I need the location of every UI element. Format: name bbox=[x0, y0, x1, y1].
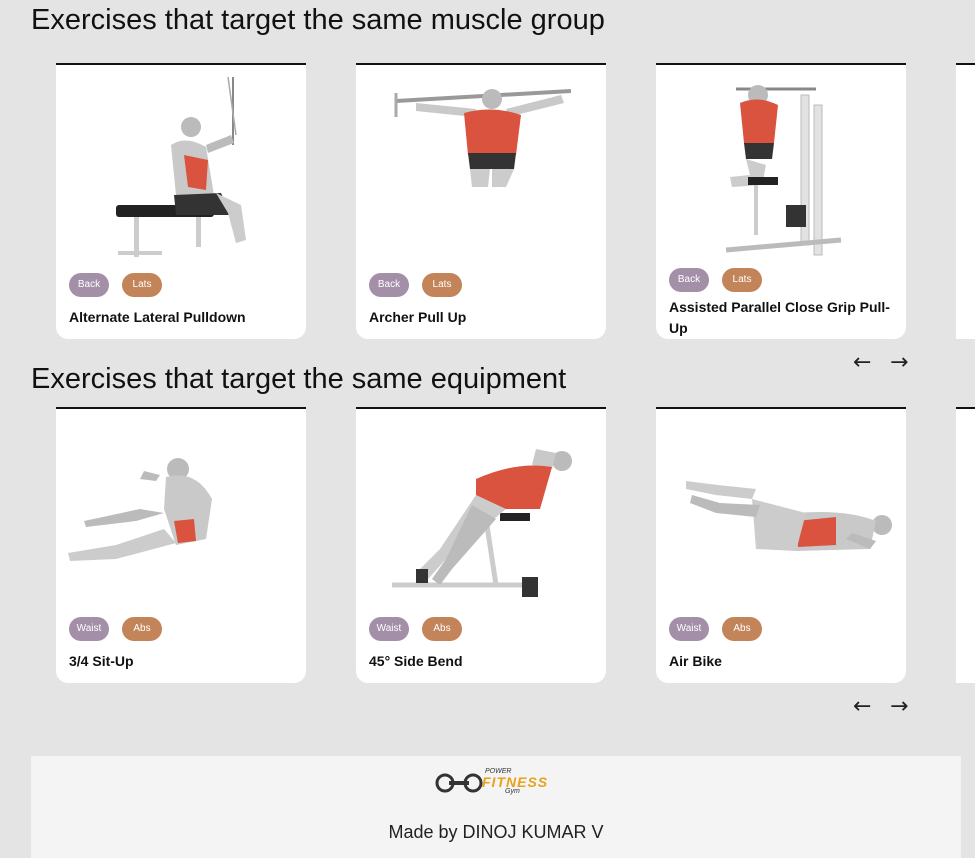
exercise-name[interactable]: 3/4 Sit-Up bbox=[69, 653, 134, 669]
body-part-tag: Back bbox=[369, 273, 409, 297]
equipment-carousel: Waist Abs 3/4 Sit-Up Waist Abs 45° Side … bbox=[0, 407, 975, 687]
exercise-name[interactable]: Air Bike bbox=[669, 653, 722, 669]
exercise-image bbox=[116, 76, 246, 257]
exercise-name[interactable]: 45° Side Bend bbox=[369, 653, 463, 669]
footer-credit: Made by DINOJ KUMAR V bbox=[388, 822, 604, 842]
muscle-carousel-next-arrow[interactable]: → bbox=[890, 350, 909, 375]
exercise-image bbox=[725, 85, 842, 256]
site-logo[interactable]: POWER FITNESS Gym bbox=[435, 768, 555, 800]
exercise-card[interactable]: Back Lats Alternate Lateral Pulldown bbox=[56, 63, 306, 339]
exercise-name[interactable]: Assisted Parallel Close Grip Pull-Up bbox=[669, 299, 890, 336]
muscle-section-title: Exercises that target the same muscle gr… bbox=[31, 4, 605, 36]
target-muscle-tag: Abs bbox=[722, 617, 762, 641]
target-muscle-tag: Lats bbox=[422, 273, 462, 297]
exercise-card-partial[interactable] bbox=[956, 407, 975, 683]
equipment-carousel-next-arrow[interactable]: → bbox=[890, 694, 909, 719]
target-muscle-tag: Lats bbox=[722, 268, 762, 292]
exercise-image bbox=[394, 89, 572, 187]
body-part-tag: Back bbox=[669, 268, 709, 292]
muscle-carousel: Back Lats Alternate Lateral Pulldown Bac… bbox=[0, 63, 975, 343]
dumbbell-icon bbox=[435, 773, 483, 793]
target-muscle-tag: Abs bbox=[122, 617, 162, 641]
exercise-card[interactable]: Waist Abs 3/4 Sit-Up bbox=[56, 407, 306, 683]
target-muscle-tag: Abs bbox=[422, 617, 462, 641]
logo-text-main: FITNESS bbox=[482, 774, 549, 790]
exercise-name[interactable]: Archer Pull Up bbox=[369, 309, 467, 325]
muscle-carousel-prev-arrow[interactable]: ← bbox=[853, 350, 872, 375]
body-part-tag: Waist bbox=[69, 617, 109, 641]
logo-text-sub: Gym bbox=[505, 788, 520, 795]
footer: POWER FITNESS Gym Made by DINOJ KUMAR V bbox=[31, 756, 961, 858]
exercise-card[interactable]: Waist Abs 45° Side Bend bbox=[356, 407, 606, 683]
exercise-image bbox=[686, 481, 892, 551]
exercise-card[interactable]: Back Lats Assisted Parallel Close Grip P… bbox=[656, 63, 906, 339]
exercise-image bbox=[68, 458, 212, 561]
exercise-card[interactable]: Waist Abs Air Bike bbox=[656, 407, 906, 683]
logo-text-top: POWER bbox=[485, 768, 512, 775]
body-part-tag: Waist bbox=[669, 617, 709, 641]
exercise-card[interactable]: Back Lats Archer Pull Up bbox=[356, 63, 606, 339]
equipment-section-title: Exercises that target the same equipment bbox=[31, 363, 567, 395]
body-part-tag: Waist bbox=[369, 617, 409, 641]
exercise-name[interactable]: Alternate Lateral Pulldown bbox=[69, 309, 246, 325]
target-muscle-tag: Lats bbox=[122, 273, 162, 297]
exercise-image bbox=[392, 449, 572, 597]
exercise-card-partial[interactable] bbox=[956, 63, 975, 339]
body-part-tag: Back bbox=[69, 273, 109, 297]
equipment-carousel-prev-arrow[interactable]: ← bbox=[853, 694, 872, 719]
